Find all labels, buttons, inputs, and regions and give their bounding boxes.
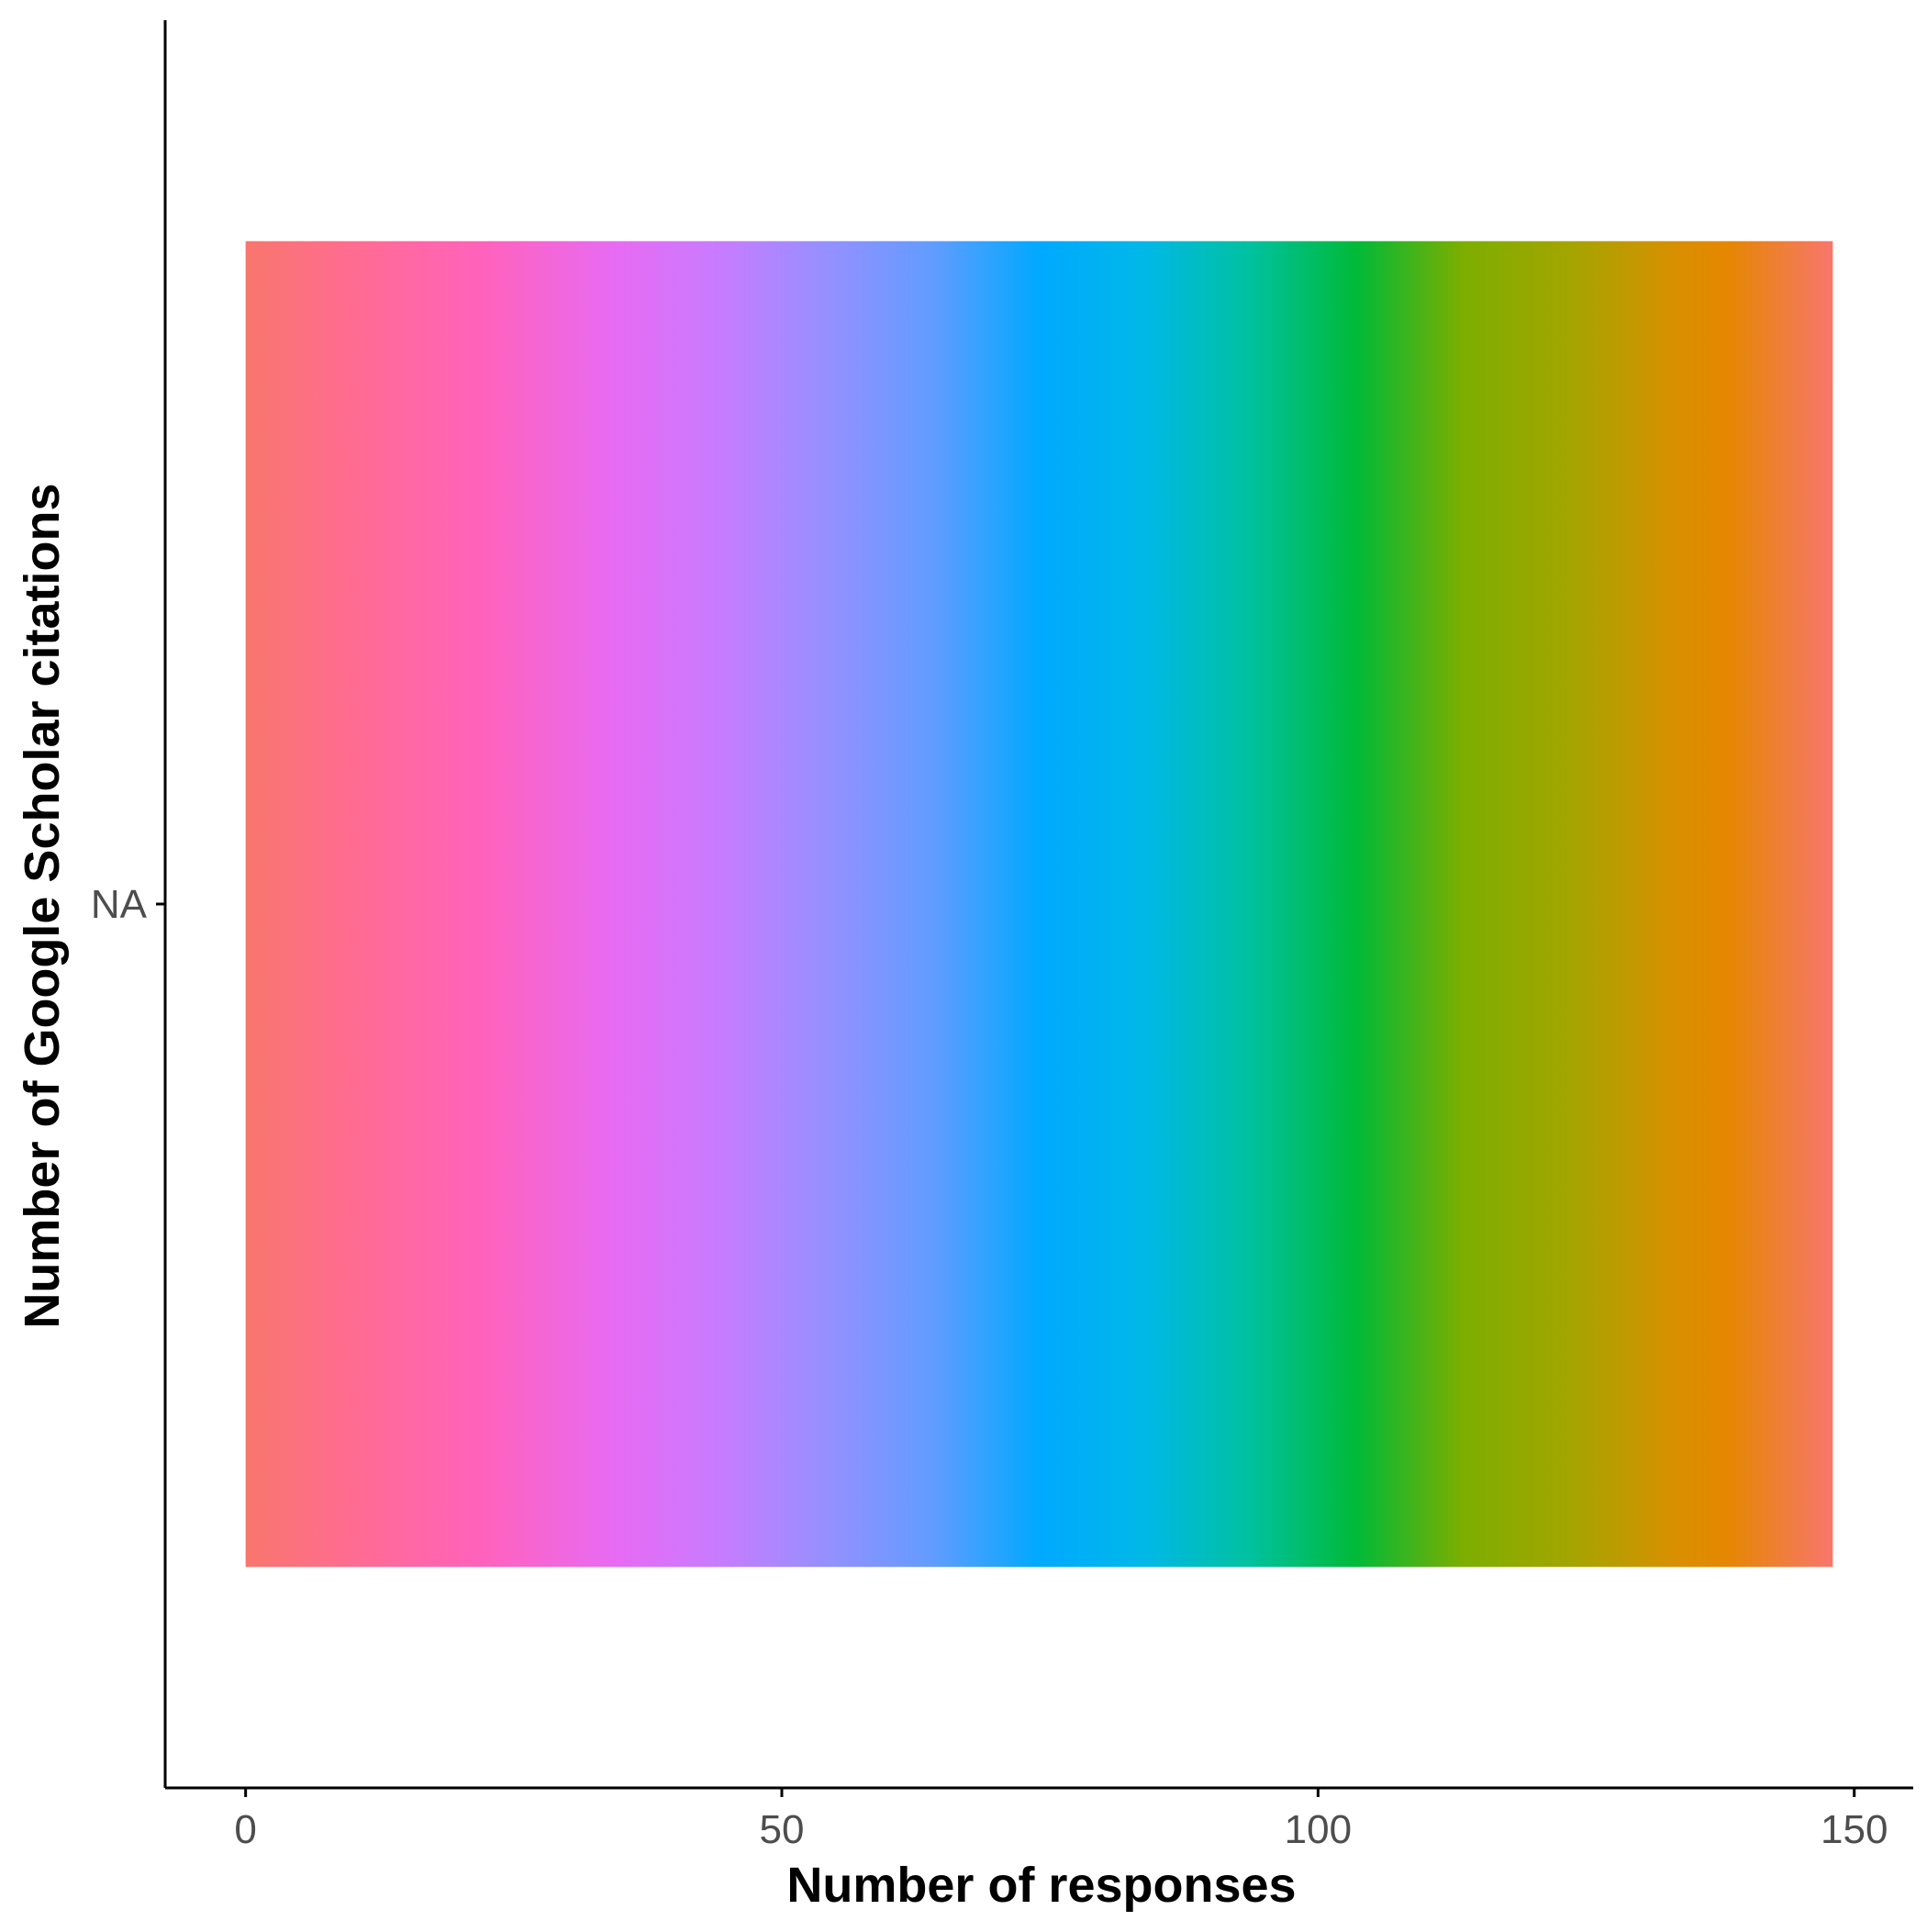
x-tick-label: 100 bbox=[1285, 1807, 1352, 1852]
y-tick-label: NA bbox=[91, 882, 148, 927]
y-axis-title: Number of Google Scholar citations bbox=[15, 483, 70, 1328]
x-tick-label: 50 bbox=[760, 1807, 805, 1852]
x-axis-title: Number of responses bbox=[786, 1858, 1296, 1913]
bar-na bbox=[246, 241, 1833, 1568]
x-tick-label: 150 bbox=[1821, 1807, 1888, 1852]
x-tick-label: 0 bbox=[234, 1807, 256, 1852]
bars-layer bbox=[246, 241, 1833, 1568]
